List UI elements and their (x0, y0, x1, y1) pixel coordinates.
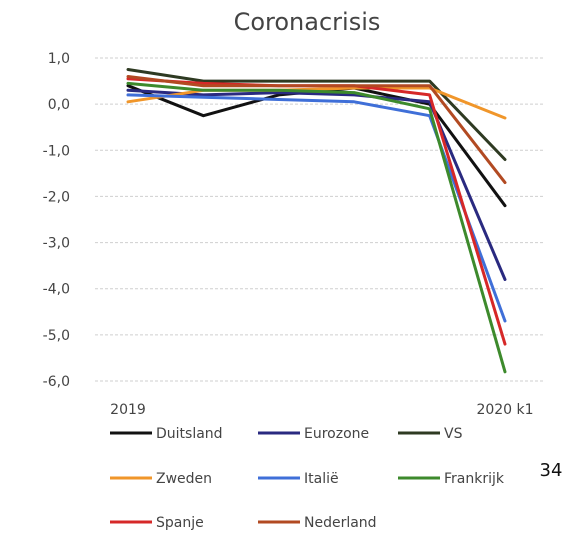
legend-label-itali: Italië (304, 471, 339, 487)
series-line-nederland (126, 75, 507, 185)
y-tick-label: -5,0 (43, 328, 70, 344)
y-axis-ticks: 1,0 0,0 -1,0 -2,0 -3,0 -4,0 -5,0 -6,0 (43, 51, 70, 390)
y-tick-label: -6,0 (43, 374, 70, 390)
x-tick-label: 2020 k1 (476, 402, 533, 418)
series-line-zweden (126, 86, 507, 120)
series-lines (126, 68, 507, 374)
legend-label-nederland: Nederland (304, 515, 377, 531)
y-tick-label: 1,0 (48, 51, 70, 67)
series-line-spanje (126, 77, 507, 346)
series-line-frankrijk (126, 81, 507, 374)
y-tick-label: -4,0 (43, 282, 70, 298)
legend-label-duitsland: Duitsland (156, 426, 223, 442)
y-tick-label: -2,0 (43, 189, 70, 205)
legend-label-vs: VS (444, 426, 463, 442)
x-tick-label: 2019 (110, 402, 146, 418)
y-tick-label: -1,0 (43, 143, 70, 159)
grid-layer (95, 57, 545, 382)
legend-label-spanje: Spanje (156, 515, 204, 531)
x-axis-ticks: 2019 2020 k1 (110, 402, 533, 418)
chart-title: Coronacrisis (234, 8, 381, 36)
series-line-eurozone (126, 88, 507, 281)
legend: Duitsland Eurozone VS Zweden Italië Frankrijk… (110, 426, 505, 531)
legend-label-frankrijk: Frankrijk (444, 471, 505, 487)
page-number: 34 (540, 460, 563, 481)
y-tick-label: -3,0 (43, 236, 70, 252)
y-tick-label: 0,0 (48, 97, 70, 113)
legend-label-zweden: Zweden (156, 471, 212, 487)
legend-label-eurozone: Eurozone (304, 426, 369, 442)
